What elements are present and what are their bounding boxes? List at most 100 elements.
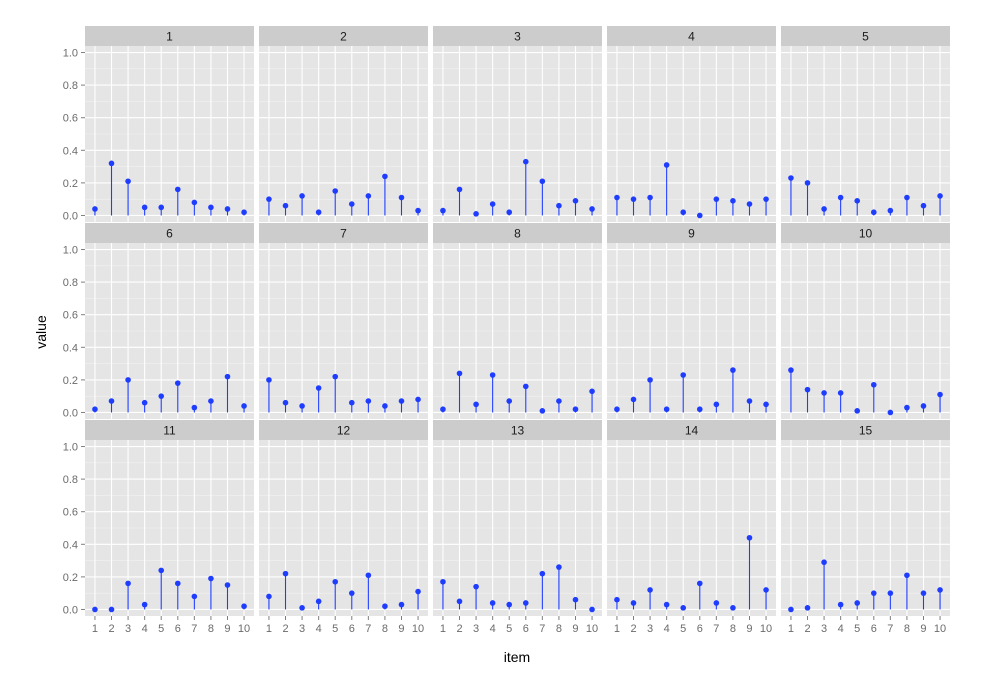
facet-panel-1: 1 0.0 0.2 0.4 0.6 0.8 1.0 bbox=[63, 26, 254, 222]
data-point bbox=[456, 186, 463, 193]
data-point bbox=[415, 396, 421, 403]
data-point bbox=[440, 578, 446, 585]
data-point bbox=[788, 606, 794, 613]
data-point bbox=[332, 373, 339, 380]
data-point bbox=[241, 209, 247, 216]
x-tick-label: 4 bbox=[142, 623, 148, 635]
x-tick-label: 5 bbox=[506, 623, 512, 635]
x-tick-label: 9 bbox=[224, 623, 230, 635]
data-point bbox=[158, 204, 165, 211]
x-tick-label: 8 bbox=[382, 623, 388, 635]
data-point bbox=[887, 590, 894, 596]
x-tick-label: 6 bbox=[697, 623, 703, 635]
data-point bbox=[696, 406, 703, 413]
facet-strip bbox=[85, 26, 254, 46]
data-point bbox=[174, 580, 181, 587]
data-point bbox=[92, 406, 98, 413]
x-tick-label: 6 bbox=[871, 623, 877, 635]
facet-strip bbox=[781, 26, 950, 46]
data-point bbox=[522, 600, 529, 606]
data-point bbox=[208, 398, 214, 404]
data-point bbox=[382, 403, 388, 409]
data-point bbox=[937, 391, 943, 398]
data-point bbox=[92, 206, 98, 212]
data-point bbox=[920, 202, 927, 209]
data-point bbox=[489, 201, 496, 207]
x-tick-label: 2 bbox=[456, 623, 462, 635]
data-point bbox=[763, 196, 769, 202]
data-point bbox=[680, 372, 687, 378]
data-point bbox=[713, 401, 720, 408]
facet-panel-7: 7 bbox=[259, 223, 428, 419]
facet-label: 3 bbox=[514, 30, 521, 44]
data-point bbox=[730, 367, 736, 373]
data-point bbox=[266, 196, 272, 202]
data-point bbox=[440, 406, 446, 413]
data-point bbox=[348, 590, 355, 596]
data-point bbox=[663, 406, 670, 413]
y-tick-label: 0.4 bbox=[63, 539, 78, 551]
data-point bbox=[556, 398, 562, 404]
data-point bbox=[224, 373, 231, 380]
data-point bbox=[870, 381, 877, 388]
data-point bbox=[589, 606, 595, 613]
y-tick-label: 0.8 bbox=[63, 80, 78, 92]
facet-panel-15: 15 1 2 3 4 5 6 7 8 9 10 bbox=[781, 420, 950, 635]
data-point bbox=[241, 403, 247, 409]
x-tick-label: 9 bbox=[398, 623, 404, 635]
x-tick-label: 10 bbox=[412, 623, 424, 635]
facet-panel-4: 4 bbox=[607, 26, 776, 222]
data-point bbox=[713, 600, 720, 606]
data-point bbox=[647, 194, 653, 201]
data-point bbox=[821, 206, 827, 212]
data-point bbox=[746, 201, 753, 207]
data-point bbox=[696, 212, 703, 219]
data-point bbox=[572, 596, 579, 603]
data-point bbox=[158, 567, 165, 574]
data-point bbox=[266, 593, 272, 600]
x-tick-label: 4 bbox=[316, 623, 322, 635]
data-point bbox=[332, 188, 339, 194]
y-axis-title: value bbox=[33, 315, 49, 349]
y-tick-label: 0.6 bbox=[63, 507, 78, 519]
facet-strip bbox=[85, 223, 254, 243]
data-point bbox=[224, 206, 231, 212]
data-point bbox=[174, 186, 181, 193]
x-tick-label: 3 bbox=[647, 623, 653, 635]
facet-label: 9 bbox=[688, 227, 695, 241]
data-point bbox=[398, 194, 405, 201]
data-point bbox=[506, 601, 513, 608]
x-tick-label: 10 bbox=[238, 623, 250, 635]
data-point bbox=[415, 207, 421, 214]
facet-panels: 10.00.20.40.60.81.02 3 4 560.00.20.40.60.81… bbox=[63, 26, 950, 635]
facet-label: 5 bbox=[862, 30, 869, 44]
data-point bbox=[870, 209, 877, 216]
data-point bbox=[763, 401, 769, 408]
x-tick-label: 6 bbox=[175, 623, 181, 635]
data-point bbox=[804, 605, 811, 611]
x-tick-label: 7 bbox=[887, 623, 893, 635]
y-tick-label: 0.2 bbox=[63, 178, 78, 190]
facet-strip bbox=[259, 26, 428, 46]
x-tick-label: 7 bbox=[365, 623, 371, 635]
data-point bbox=[696, 580, 703, 587]
facet-strip bbox=[433, 26, 602, 46]
data-point bbox=[804, 386, 811, 393]
facet-panel-9: 9 bbox=[607, 223, 776, 419]
data-point bbox=[630, 196, 637, 202]
facet-panel-10: 10 bbox=[781, 223, 950, 419]
facet-panel-8: 8 bbox=[433, 223, 602, 419]
data-point bbox=[241, 603, 247, 610]
data-point bbox=[473, 583, 479, 590]
x-tick-label: 5 bbox=[158, 623, 164, 635]
data-point bbox=[141, 399, 148, 406]
x-tick-label: 6 bbox=[349, 623, 355, 635]
data-point bbox=[315, 209, 322, 216]
data-point bbox=[522, 158, 529, 165]
data-point bbox=[821, 559, 827, 566]
data-point bbox=[539, 570, 546, 577]
data-point bbox=[854, 198, 861, 204]
data-point bbox=[456, 370, 463, 377]
data-point bbox=[125, 580, 131, 587]
data-point bbox=[332, 578, 339, 585]
